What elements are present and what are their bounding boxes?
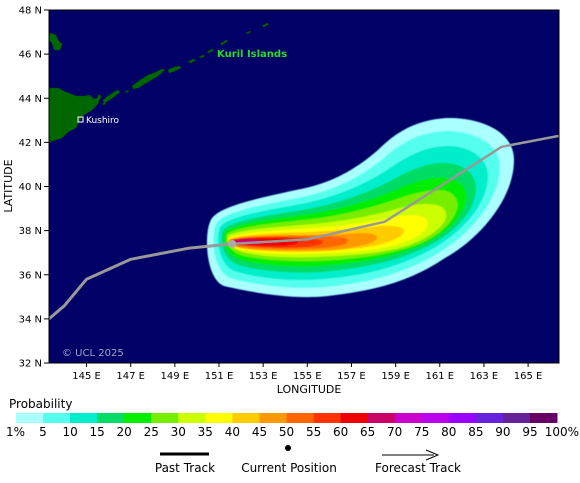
legend-label: 25 <box>144 425 159 439</box>
legend-label: 40 <box>225 425 240 439</box>
legend-label: 55 <box>306 425 321 439</box>
longitude-tick-label: 155 E <box>293 371 322 382</box>
legend-color-swatch <box>475 413 504 423</box>
legend-color-swatch <box>367 413 396 423</box>
current-position-marker <box>228 239 237 248</box>
legend-label: 10 <box>62 425 77 439</box>
latitude-tick-label: 46 N <box>19 50 42 61</box>
longitude-tick-label: 163 E <box>470 371 499 382</box>
legend-label: 15 <box>90 425 105 439</box>
legend-label: 35 <box>198 425 213 439</box>
legend-label: 95 <box>522 425 537 439</box>
legend-color-swatch <box>448 413 477 423</box>
legend-label: 75 <box>414 425 429 439</box>
longitude-tick-label: 151 E <box>205 371 234 382</box>
legend-color-swatch <box>259 413 287 423</box>
latitude-axis: 48 N 46 N 44 N 42 N 40 N 38 N 36 N 34 N 32 N <box>19 6 49 370</box>
iturup <box>131 68 166 90</box>
legend-label: 100% <box>545 425 579 439</box>
legend-color-swatch <box>502 413 531 423</box>
legend-color-swatch <box>151 413 179 423</box>
longitude-tick-label: 147 E <box>116 371 145 382</box>
kushiro-marker <box>77 116 84 123</box>
longitude-tick-label: 157 E <box>337 371 366 382</box>
latitude-tick-label: 48 N <box>19 6 42 17</box>
simushir <box>187 58 197 64</box>
land <box>49 22 270 143</box>
latitude-tick-label: 32 N <box>19 359 42 370</box>
shiashkotan <box>219 39 229 46</box>
legend-color-swatch <box>421 413 450 423</box>
past-track-line <box>49 242 233 321</box>
legend-label: 80 <box>441 425 456 439</box>
legend-color-swatch <box>124 413 152 423</box>
forecast-track-key-label: Forecast Track <box>375 461 461 475</box>
legend-color-swatch <box>232 413 260 423</box>
legend-color-swatch <box>313 413 342 423</box>
forecast-track-line <box>232 134 559 246</box>
legend-label: 20 <box>117 425 132 439</box>
probability-legend-labels: 1% 5 10 15 20 25 30 35 40 45 50 55 60 65 70 75 80 85 90 95 1… <box>6 425 579 439</box>
legend-label: 1% <box>6 425 25 439</box>
ketoy <box>198 54 206 59</box>
longitude-tick-label: 161 E <box>425 371 454 382</box>
legend-color-swatch <box>286 413 315 423</box>
legend-color-swatch <box>43 413 71 423</box>
legend-label: 45 <box>252 425 267 439</box>
longitude-tick-label: 145 E <box>72 371 101 382</box>
kuril-islands-label: Kuril Islands <box>217 49 287 60</box>
legend-color-swatch <box>97 413 125 423</box>
longitude-tick-label: 165 E <box>514 371 543 382</box>
legend-label: 65 <box>360 425 375 439</box>
latitude-tick-label: 38 N <box>19 226 42 237</box>
longitude-axis: 145 E 147 E 149 E 151 E 153 E 155 E 157 E 159 E… <box>72 363 542 382</box>
legend-title: Probability <box>9 397 72 411</box>
legend-label: 60 <box>333 425 348 439</box>
legend-label: 85 <box>468 425 483 439</box>
legend-color-swatch <box>529 413 558 423</box>
forecast-track-key-arrow-icon <box>425 449 440 461</box>
urup <box>167 65 182 74</box>
current-position-key-label: Current Position <box>241 461 337 475</box>
islet-a <box>101 101 107 106</box>
legend-color-swatch <box>70 413 98 423</box>
rebun-rishiri <box>49 32 63 51</box>
onekotan <box>245 30 252 35</box>
latitude-axis-title: LATITUDE <box>2 159 15 212</box>
copyright-label: © UCL 2025 <box>62 348 124 359</box>
longitude-axis-title: LONGITUDE <box>277 383 342 396</box>
longitude-tick-label: 149 E <box>161 371 190 382</box>
matua <box>206 48 215 54</box>
current-position-key-marker <box>285 445 291 451</box>
legend-label: 5 <box>39 425 47 439</box>
latitude-tick-label: 36 N <box>19 270 42 281</box>
latitude-tick-label: 34 N <box>19 314 42 325</box>
longitude-tick-label: 159 E <box>381 371 410 382</box>
legend-label: 90 <box>495 425 510 439</box>
kushiro-label: Kushiro <box>86 116 120 126</box>
latitude-tick-label: 40 N <box>19 182 42 193</box>
paramushir <box>261 22 270 28</box>
legend-color-swatch <box>205 413 233 423</box>
legend-label: 50 <box>279 425 294 439</box>
islet-b <box>124 89 130 94</box>
legend-label: 70 <box>387 425 402 439</box>
probability-legend <box>16 413 558 423</box>
latitude-tick-label: 42 N <box>19 138 42 149</box>
past-track-key-label: Past Track <box>155 461 215 475</box>
legend-label: 30 <box>171 425 186 439</box>
legend-color-swatch <box>178 413 206 423</box>
legend-color-swatch <box>394 413 423 423</box>
longitude-tick-label: 153 E <box>249 371 278 382</box>
legend-color-swatch <box>16 413 44 423</box>
latitude-tick-label: 44 N <box>19 94 42 105</box>
legend-color-swatch <box>340 413 369 423</box>
hokkaido <box>49 87 102 143</box>
